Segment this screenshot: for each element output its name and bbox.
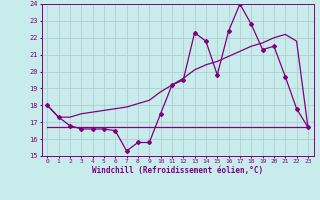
X-axis label: Windchill (Refroidissement éolien,°C): Windchill (Refroidissement éolien,°C): [92, 166, 263, 175]
